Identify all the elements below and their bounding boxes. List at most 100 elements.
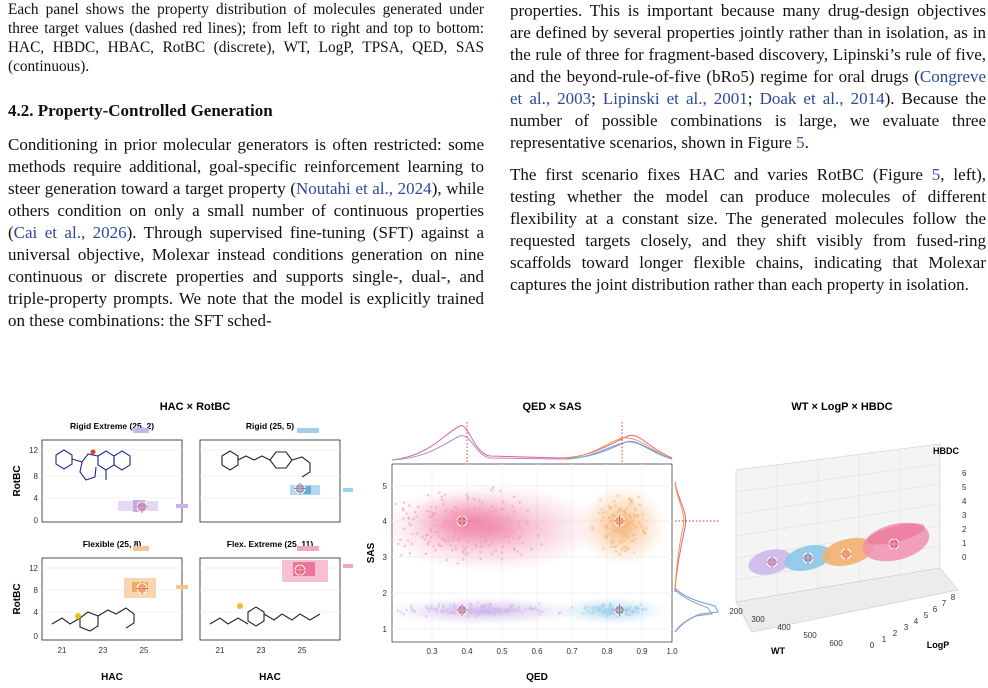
- scatter-point: [492, 608, 496, 611]
- figure-reference-link[interactable]: 5: [931, 165, 941, 184]
- scatter-point: [454, 545, 457, 549]
- target-marker: [136, 582, 148, 595]
- scatter-point: [509, 528, 512, 532]
- scatter-point: [467, 516, 471, 520]
- scatter-point: [581, 612, 585, 615]
- scatter-point: [452, 612, 455, 615]
- z-tick-label: 1: [962, 539, 967, 548]
- scatter-point: [415, 531, 418, 535]
- scatter-point: [606, 614, 610, 618]
- y-tick-label: 0: [34, 516, 39, 525]
- scatter-point: [618, 552, 621, 556]
- scatter-point: [399, 538, 402, 542]
- separator: ;: [747, 89, 760, 108]
- scatter-point: [446, 609, 449, 613]
- scatter-point: [630, 521, 634, 525]
- scatter-point: [463, 536, 467, 539]
- scatter-point: [628, 521, 632, 524]
- scatter-point: [623, 549, 627, 553]
- scatter-point: [484, 515, 488, 519]
- citation-link[interactable]: Noutahi et al., 2024: [296, 179, 432, 198]
- scatter-point: [466, 551, 470, 554]
- scatter-point: [621, 535, 625, 538]
- scatter-point: [448, 523, 452, 526]
- scatter-point: [622, 539, 626, 542]
- scatter-point: [634, 525, 638, 529]
- x-tick-label: 23: [257, 646, 266, 655]
- scatter-point: [621, 546, 625, 550]
- left-column: Each panel shows the property distributi…: [8, 0, 484, 332]
- x-tick-label: 25: [140, 646, 149, 655]
- scatter-point: [440, 537, 444, 541]
- scatter-point: [468, 533, 471, 536]
- target-marker: [613, 514, 626, 527]
- scatter-point: [616, 494, 619, 498]
- scatter-point: [537, 609, 540, 612]
- scatter-point: [512, 609, 516, 613]
- scatter-point: [446, 526, 449, 530]
- scatter-point: [631, 609, 635, 612]
- scatter-point: [451, 536, 455, 539]
- scatter-point: [461, 508, 464, 512]
- scatter-point: [428, 606, 432, 610]
- scatter-point: [439, 525, 442, 529]
- scatter-point: [477, 499, 481, 502]
- scatter-point: [633, 514, 636, 518]
- target-marker: [613, 603, 626, 616]
- target-markers: [136, 482, 306, 595]
- citation-link[interactable]: Doak et al., 2014: [759, 89, 885, 108]
- scatter-point: [614, 550, 618, 553]
- scatter-point: [479, 526, 482, 529]
- scatter-point: [454, 530, 458, 534]
- figure-reference-link[interactable]: 5: [796, 133, 805, 152]
- scatter-point: [609, 612, 612, 615]
- target-markers: [456, 514, 626, 616]
- scatter-point: [500, 524, 503, 528]
- scatter-point: [456, 507, 460, 510]
- x-tick-label: 0.9: [636, 647, 648, 656]
- panel-hac-rotbc: HAC × RotBC Rigid Extreme (25, 2) Rigid …: [12, 401, 353, 683]
- scatter-point: [516, 609, 520, 612]
- z-tick-label: 0: [962, 553, 967, 562]
- scatter-point: [626, 536, 630, 539]
- citation-link[interactable]: Cai et al., 2026: [13, 223, 127, 242]
- scatter-point: [434, 524, 438, 527]
- target-marker: [766, 556, 778, 568]
- citation-link[interactable]: Congreve et al., 2003: [510, 67, 986, 108]
- scatter-point: [446, 607, 449, 611]
- x-tick-label: 21: [58, 646, 67, 655]
- scatter-point: [636, 515, 640, 519]
- scatter-point: [622, 530, 626, 533]
- scatter-point: [481, 603, 485, 607]
- scatter-point: [462, 558, 465, 561]
- scatter-point: [589, 611, 592, 615]
- scatter-point: [627, 497, 631, 501]
- scatter-point: [512, 529, 515, 533]
- scatter-point: [643, 532, 647, 535]
- y-tick-label: 8: [34, 586, 39, 595]
- scatter-point: [629, 526, 632, 530]
- figure-5: HAC × RotBC Rigid Extreme (25, 2) Rigid …: [12, 401, 967, 683]
- scatter-point: [466, 498, 470, 501]
- scatter-point: [501, 508, 505, 511]
- scatter-point: [444, 540, 447, 543]
- y-tick-label: 5: [383, 482, 388, 491]
- scatter-point: [638, 503, 642, 507]
- scatter-point: [474, 518, 477, 521]
- target-markers: [766, 538, 900, 568]
- scatter-point: [425, 615, 428, 618]
- scatter-point: [636, 611, 640, 614]
- scatter-point: [506, 528, 509, 532]
- y-axis-label: RotBC: [12, 583, 23, 614]
- scatter-point: [625, 507, 629, 511]
- scatter-point: [461, 545, 465, 548]
- scatter-point: [473, 608, 477, 612]
- target-marker: [840, 548, 852, 560]
- paragraph-conditioning: Conditioning in prior molecular generato…: [8, 134, 484, 332]
- scatter-point: [403, 527, 406, 531]
- citation-link[interactable]: Lipinski et al., 2001: [602, 89, 748, 108]
- scatter-point: [611, 606, 614, 610]
- scatter-point: [437, 605, 440, 609]
- x-tick-label: 600: [829, 639, 843, 648]
- scatter-point: [470, 522, 473, 526]
